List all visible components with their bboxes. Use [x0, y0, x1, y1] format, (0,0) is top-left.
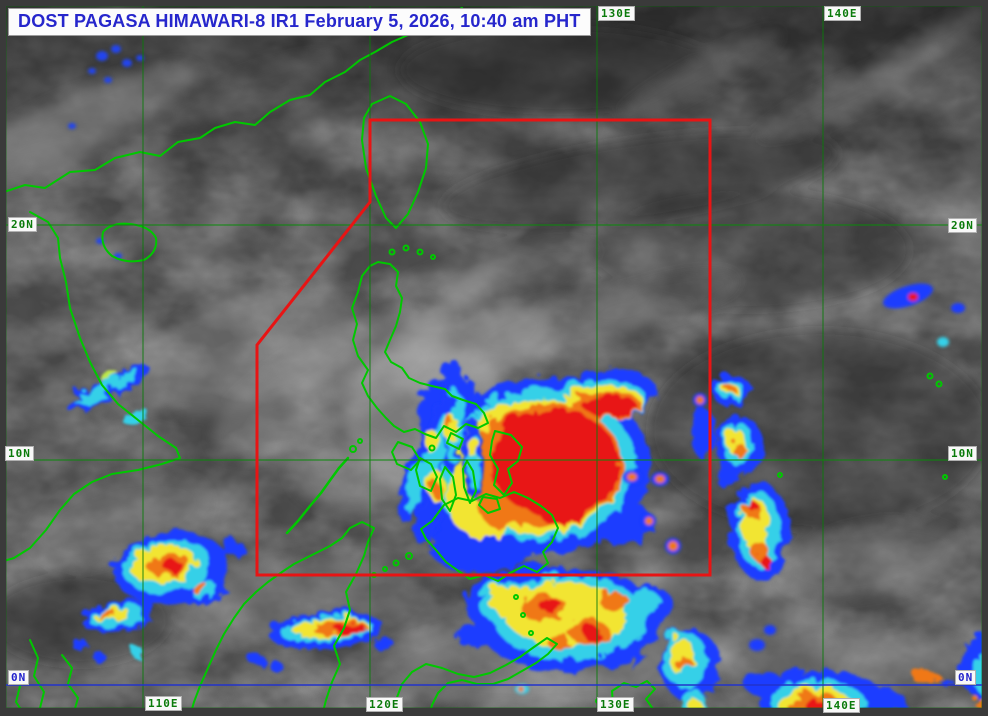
china-coast	[6, 7, 463, 193]
vietnam-coast	[6, 211, 181, 562]
masbate-island	[446, 432, 464, 450]
grid-label-left-20n: 20N	[8, 217, 37, 232]
halmahera-island	[611, 680, 656, 708]
hainan-island	[101, 222, 158, 263]
taiwan-island	[361, 95, 429, 229]
grid-label-bottom-110e: 110E	[145, 696, 182, 711]
grid-label-right-0n: 0N	[955, 670, 977, 685]
sulawesi-island	[395, 637, 558, 708]
grid-label-bottom-120e: 120E	[366, 697, 403, 712]
mindanao-island	[420, 491, 559, 582]
grid-label-top-130e: 130E	[598, 6, 635, 21]
grid-label-left-10n: 10N	[5, 446, 34, 461]
title-bar: DOST PAGASA HIMAWARI-8 IR1 February 5, 2…	[8, 8, 591, 36]
bohol-island	[478, 496, 501, 514]
grid-label-right-20n: 20N	[948, 218, 977, 233]
grid-label-right-10n: 10N	[948, 446, 977, 461]
borneo-island	[191, 521, 375, 708]
par-boundary	[255, 118, 712, 577]
cebu-island	[462, 460, 477, 504]
grid-label-left-0n: 0N	[8, 670, 30, 685]
panay-island	[415, 457, 438, 492]
grid-lines	[6, 6, 982, 708]
grid-label-bottom-130e: 130E	[597, 697, 634, 712]
luzon-island	[351, 261, 489, 439]
mindoro-island	[391, 441, 421, 471]
grid-label-top-140e: 140E	[824, 6, 861, 21]
grid-label-bottom-140e: 140E	[823, 698, 860, 713]
samar-leyte-islands	[489, 430, 523, 496]
palawan-island	[285, 456, 350, 535]
title-text: DOST PAGASA HIMAWARI-8 IR1 February 5, 2…	[18, 11, 581, 31]
rain-cells	[64, 45, 982, 708]
negros-island	[439, 466, 457, 512]
